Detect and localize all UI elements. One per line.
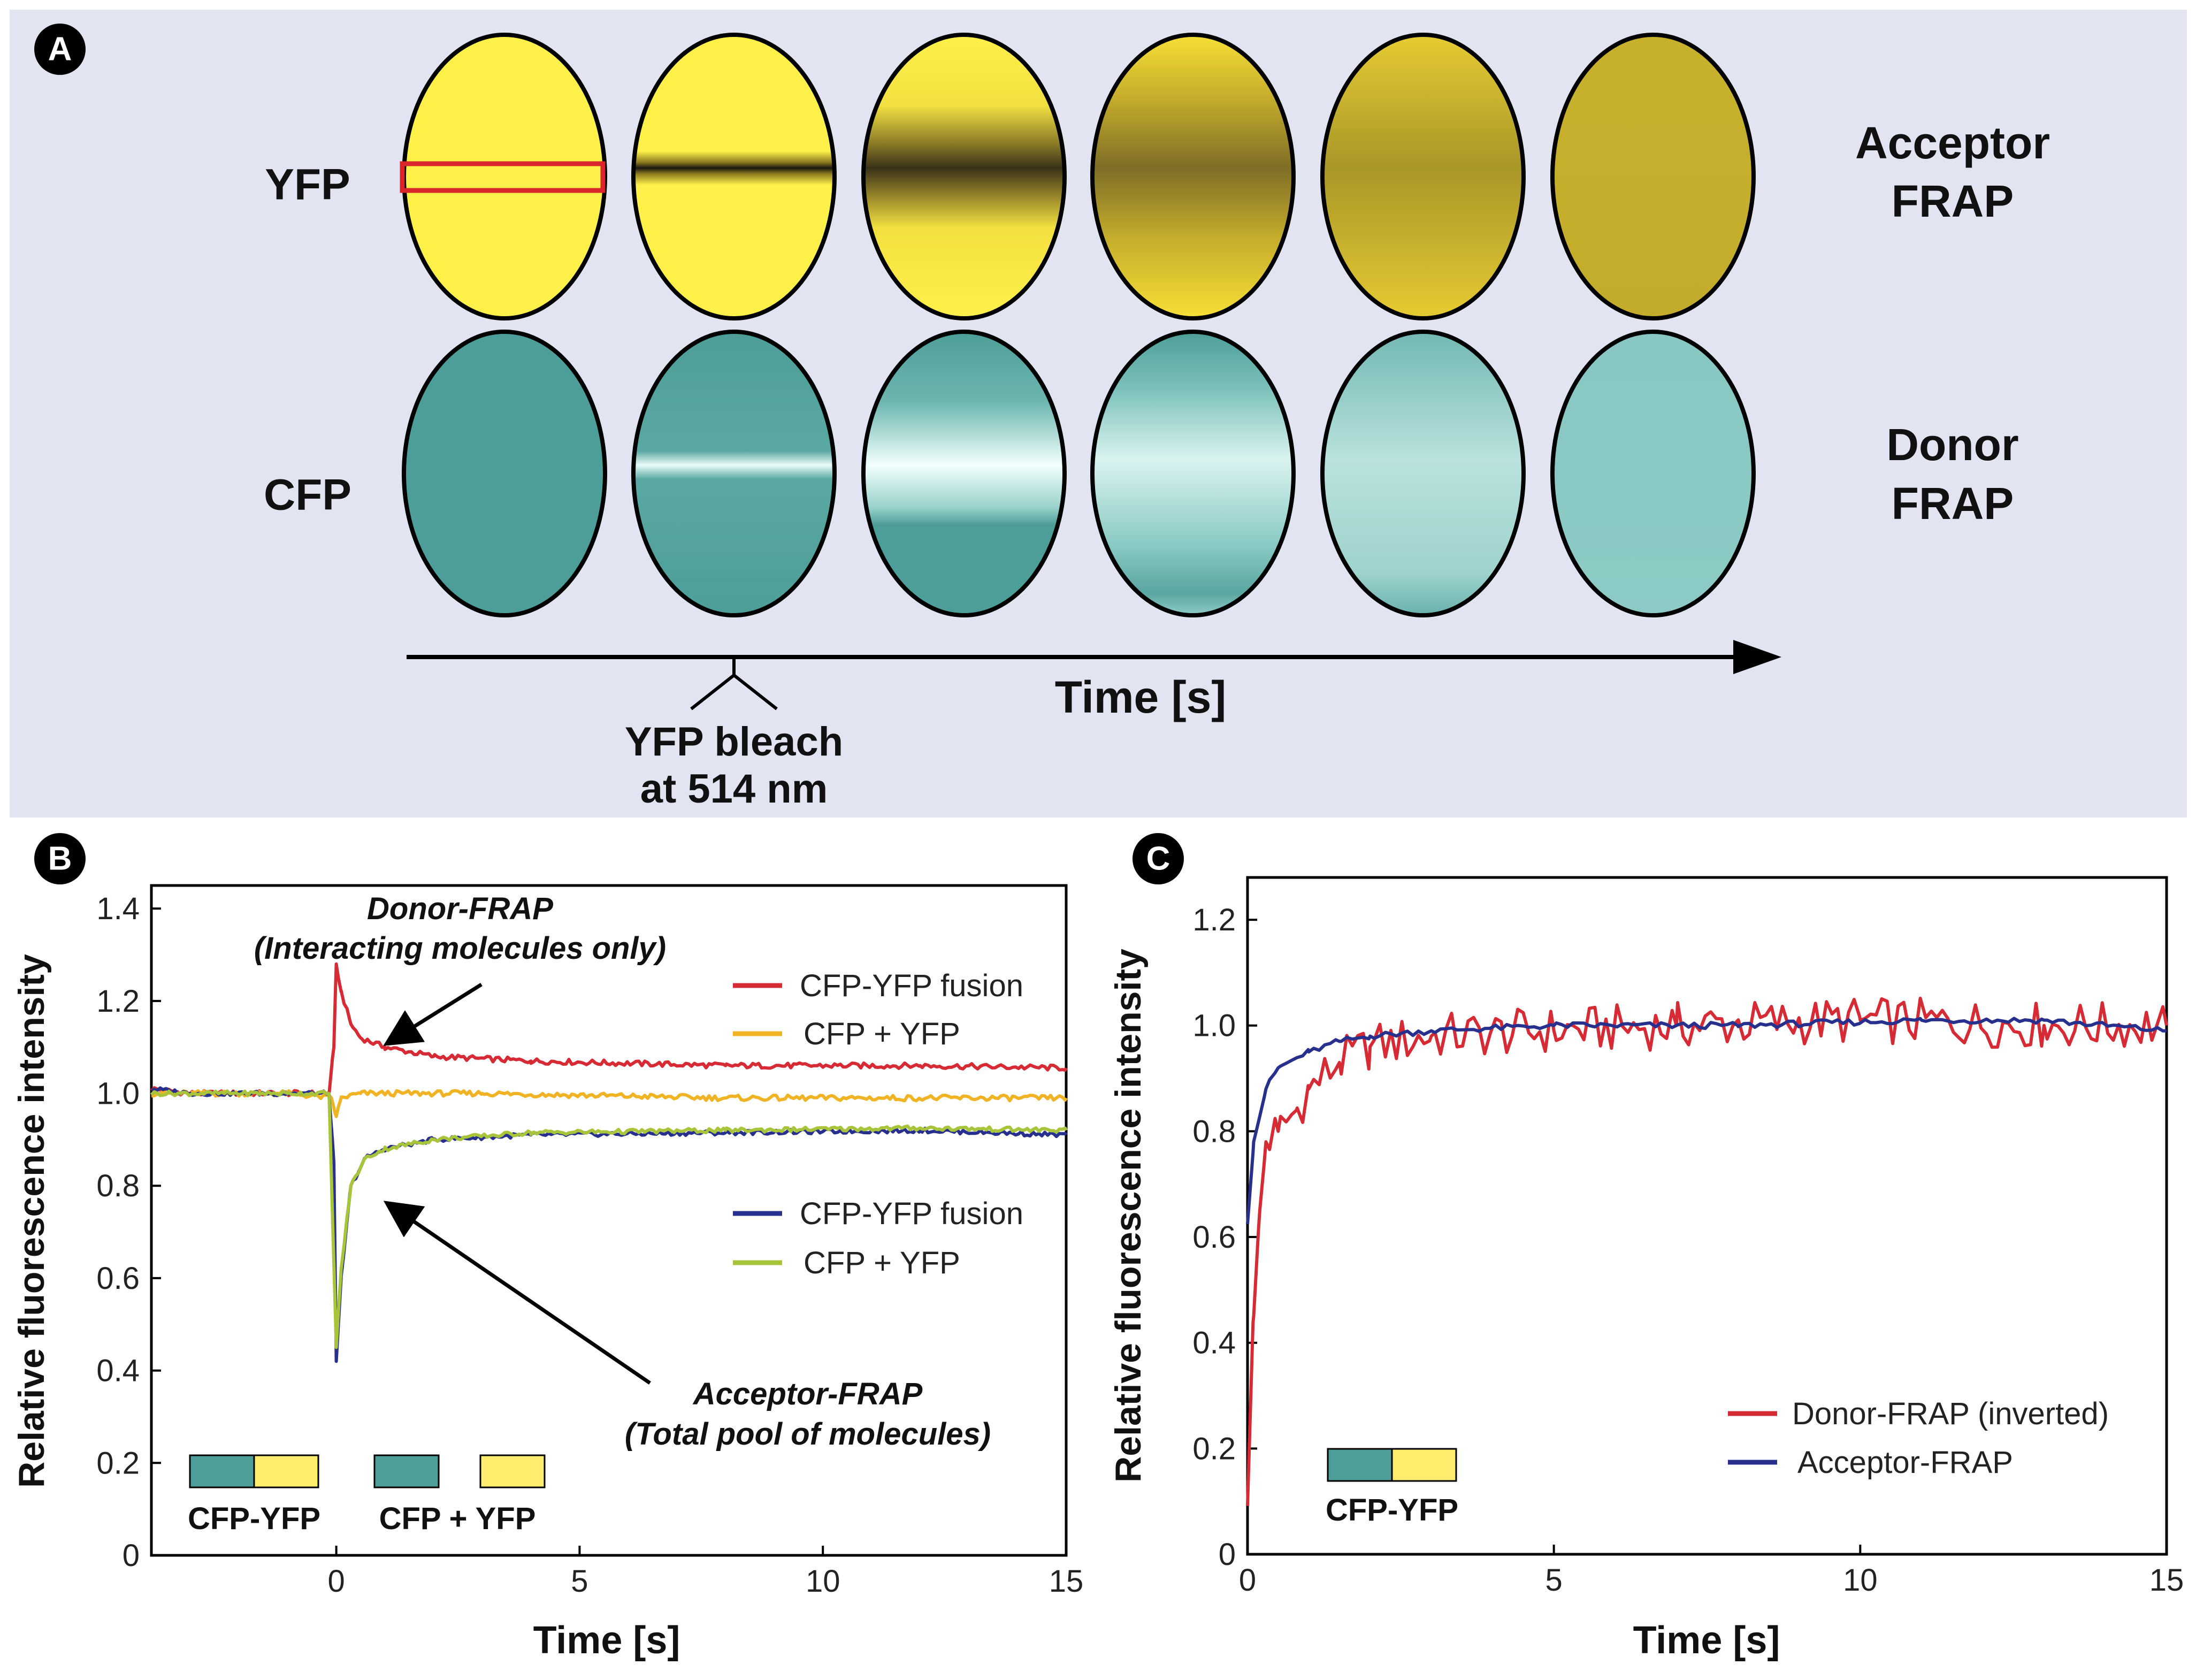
donor-frap-arrow [383, 983, 483, 1046]
acceptor-frap-annotation-title: Acceptor-FRAP [692, 1377, 923, 1411]
panel-a-letter: A [48, 31, 72, 68]
panel-c-y-tick-label: 0 [1219, 1537, 1236, 1572]
separate-construct-label: CFP + YFP [379, 1501, 536, 1536]
acceptor-frap-label-line2: FRAP [1892, 176, 2014, 226]
donor-frap-label-line2: FRAP [1892, 478, 2014, 529]
panel-b-ticks: 0 5 10 15 0 0.2 0.4 0.6 0.8 1.0 1.2 1.4 [96, 891, 1083, 1599]
panel-c-badge [1133, 833, 1184, 884]
panel-c-series [1246, 996, 2168, 1506]
panel-b-plot-frame [150, 884, 1068, 1557]
donor-frap-annotation-title: Donor-FRAP [367, 891, 553, 926]
panel-b-x-tick-label: 15 [1049, 1564, 1084, 1599]
panel-a: A YFP CFP Acceptor FRAP Donor FRAP [10, 10, 2187, 818]
legend-label-fusion-donor: CFP-YFP fusion [800, 968, 1023, 1003]
yfp-cell-recovery-2 [1090, 33, 1296, 320]
panel-b-y-tick-label: 1.2 [96, 984, 140, 1019]
fusion-yfp-block [253, 1454, 319, 1488]
panel-c-x-tick-label: 5 [1545, 1563, 1563, 1598]
time-axis-label: Time [s] [1055, 672, 1227, 722]
panel-c-y-tick-label: 0.8 [1192, 1114, 1236, 1149]
cfp-row-label: CFP [264, 471, 351, 520]
acceptor-frap-annotation-subtitle: (Total pool of molecules) [625, 1417, 991, 1452]
panel-c-y-tick-label: 1.2 [1192, 903, 1236, 937]
panel-c-y-tick-label: 1.0 [1192, 1009, 1236, 1043]
panel-b-y-tick-label: 0.4 [96, 1354, 140, 1388]
yfp-cell-recovery-3 [1320, 33, 1526, 320]
panel-b-y-axis-label: Relative fluorescence intensity [11, 954, 52, 1488]
cfp-cell-row [402, 330, 1756, 617]
cfp-cell-recovered [1550, 330, 1756, 617]
panel-a-badge [34, 24, 86, 75]
cfp-cell-prebleach [402, 330, 607, 617]
legend-label-mix-donor: CFP + YFP [804, 1017, 960, 1051]
panel-b-series-cfp-yfp [150, 1089, 1068, 1349]
yfp-cell-row [402, 33, 1756, 320]
bleach-roi-box [400, 161, 606, 193]
panel-c-y-axis-label: Relative fluorescence intensity [1108, 949, 1149, 1483]
panel-c-y-tick-label: 0.2 [1192, 1431, 1236, 1466]
bleach-marker [690, 673, 778, 711]
cfp-cell-recovery-2 [1090, 330, 1296, 617]
c-fusion-yfp-block [1391, 1448, 1457, 1482]
time-axis-arrowhead [1733, 640, 1781, 674]
legend-label-donor-frap: Donor-FRAP (inverted) [1792, 1396, 2109, 1431]
panel-c: C 0 5 10 15 0 0.2 0.4 0.6 0.8 1.0 1.2 Time [s] Rel… [1108, 833, 2184, 1662]
panel-b-x-axis-label: Time [s] [533, 1619, 680, 1662]
panel-c-series-acceptor-frap [1246, 1017, 2167, 1225]
acceptor-frap-arrow [383, 1201, 651, 1385]
panel-b-badge [34, 833, 86, 884]
panel-c-x-tick-label: 10 [1843, 1563, 1878, 1598]
separate-yfp-block [479, 1454, 546, 1488]
panel-b-x-tick-label: 5 [571, 1564, 588, 1599]
yfp-cell-recovery-1 [861, 33, 1067, 320]
panel-b-y-tick-label: 1.0 [96, 1076, 140, 1111]
donor-frap-annotation-subtitle: (Interacting molecules only) [254, 931, 666, 966]
legend-label-acceptor-frap: Acceptor-FRAP [1797, 1445, 2013, 1480]
yfp-cell-prebleach [402, 33, 607, 320]
cfp-cell-bleached [631, 330, 837, 617]
panel-c-x-axis-label: Time [s] [1633, 1619, 1780, 1662]
yfp-cell-bleached [631, 33, 837, 320]
panel-b-y-tick-label: 0.2 [96, 1446, 140, 1480]
panel-b-legend: CFP-YFP fusion CFP + YFP CFP-YFP fusion … [733, 968, 1023, 1280]
panel-c-letter: C [1146, 841, 1170, 877]
panel-b-y-tick-label: 0.8 [96, 1169, 140, 1203]
panel-b-y-tick-label: 0 [123, 1538, 140, 1573]
panel-c-legend: Donor-FRAP (inverted) Acceptor-FRAP [1728, 1396, 2109, 1480]
donor-frap-label-line1: Donor [1886, 419, 2018, 470]
bleach-label-line2: at 514 nm [640, 766, 828, 812]
panel-b-construct-icons [189, 1454, 546, 1488]
panel-b-x-tick-label: 0 [328, 1564, 345, 1599]
panel-c-construct-icon [1327, 1448, 1457, 1482]
panel-b-y-tick-label: 1.4 [96, 891, 140, 926]
panel-c-y-tick-label: 0.4 [1192, 1326, 1236, 1361]
acceptor-frap-label-line1: Acceptor [1855, 118, 2050, 168]
yfp-cell-recovered [1550, 33, 1756, 320]
panel-c-y-tick-label: 0.6 [1192, 1220, 1236, 1255]
c-fusion-cfp-block [1327, 1448, 1393, 1482]
c-fusion-construct-label: CFP-YFP [1326, 1493, 1458, 1528]
panel-b-y-tick-label: 0.6 [96, 1261, 140, 1296]
panel-b-x-tick-label: 10 [806, 1564, 840, 1599]
legend-label-mix-acceptor: CFP + YFP [804, 1246, 960, 1280]
fusion-cfp-block [189, 1454, 255, 1488]
panel-b-letter: B [48, 841, 72, 877]
panel-c-x-tick-label: 15 [2149, 1563, 2184, 1598]
bleach-label-line1: YFP bleach [625, 719, 843, 765]
separate-cfp-block [373, 1454, 440, 1488]
yfp-row-label: YFP [265, 161, 350, 209]
cfp-cell-recovery-1 [861, 330, 1067, 617]
panel-c-ticks: 0 5 10 15 0 0.2 0.4 0.6 0.8 1.0 1.2 [1192, 903, 2184, 1598]
cfp-cell-recovery-3 [1320, 330, 1526, 617]
panel-b-series [150, 962, 1068, 1363]
legend-label-fusion-acceptor: CFP-YFP fusion [800, 1196, 1023, 1231]
panel-c-x-tick-label: 0 [1239, 1563, 1256, 1598]
fusion-construct-label: CFP-YFP [188, 1501, 320, 1536]
